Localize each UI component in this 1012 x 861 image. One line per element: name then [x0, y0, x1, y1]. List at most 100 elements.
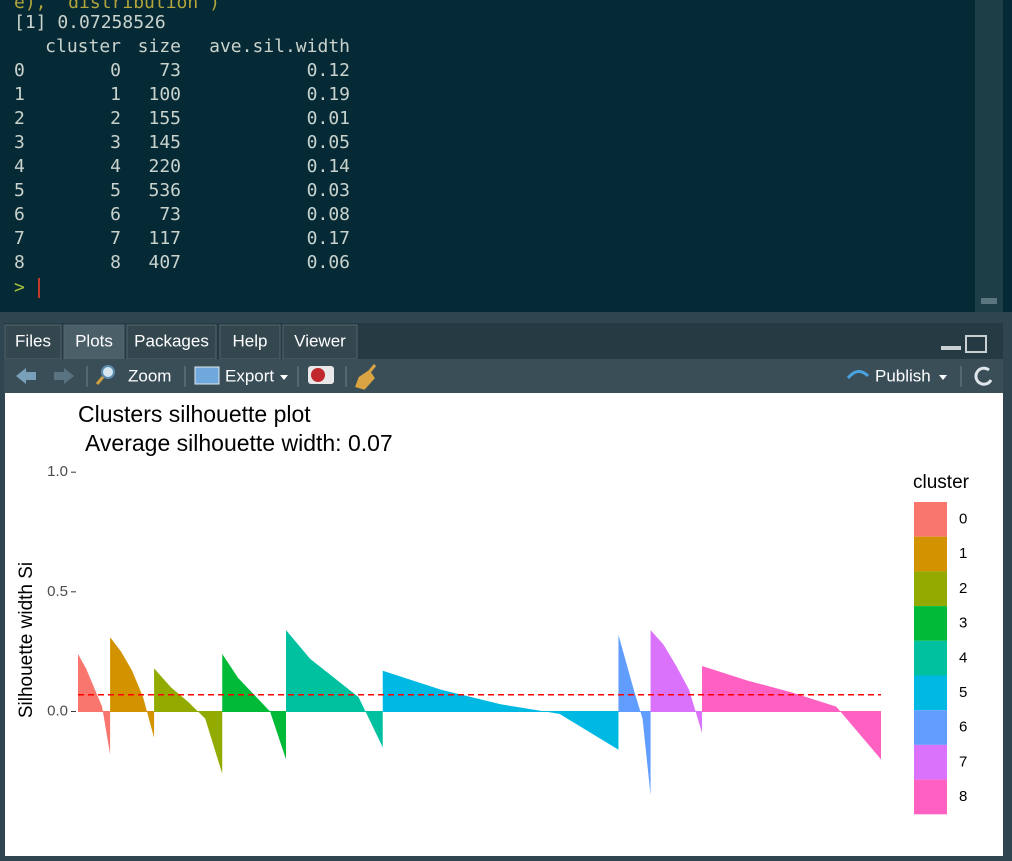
toolbar [4, 359, 1003, 393]
table-cell: 0.06 [307, 252, 350, 273]
tab-label[interactable]: Viewer [294, 331, 346, 350]
table-cell: 407 [148, 252, 181, 273]
chart-subtitle: Average silhouette width: 0.07 [85, 430, 393, 456]
table-cell: 6 [110, 204, 121, 225]
silhouette-area [650, 630, 703, 733]
legend-swatch [914, 710, 947, 745]
publish-icon[interactable] [846, 370, 870, 380]
y-tick-label: 1.0 [47, 463, 68, 480]
table-header: size [138, 36, 181, 57]
legend-label: 7 [959, 753, 967, 770]
table-cell: 0.03 [307, 180, 350, 201]
legend-swatch [914, 779, 947, 815]
console-background [0, 0, 1012, 312]
tab[interactable] [4, 324, 62, 360]
tab[interactable] [63, 324, 125, 360]
table-cell: 0 [110, 60, 121, 81]
silhouette-area [618, 634, 651, 796]
row-name: 2 [14, 108, 25, 129]
table-cell: 3 [110, 132, 121, 153]
legend-swatch [914, 675, 947, 711]
table-cell: 73 [159, 204, 181, 225]
legend-swatch [914, 571, 947, 607]
row-name: 7 [14, 228, 25, 249]
console-prompt[interactable]: > [14, 277, 25, 298]
silhouette-area [78, 654, 111, 755]
console-scrollbar[interactable] [975, 0, 1003, 312]
export-dropdown[interactable] [280, 375, 288, 380]
export-icon[interactable] [194, 366, 220, 385]
silhouette-area [382, 670, 619, 750]
minimize-button[interactable] [941, 346, 961, 350]
silhouette-area [222, 654, 287, 760]
tab[interactable] [126, 324, 217, 360]
legend-label: 6 [959, 719, 967, 736]
tabs: Files Plots Packages Help Viewer [4, 324, 358, 360]
table-cell: 0.19 [307, 84, 350, 105]
legend-title: cluster [913, 472, 970, 493]
clear-plots-icon[interactable] [355, 364, 377, 390]
table-cell: 0.14 [307, 156, 350, 177]
table-header: ave.sil.width [209, 36, 350, 57]
table-cell: 117 [148, 228, 181, 249]
scrollbar-thumb[interactable] [981, 298, 997, 304]
legend-swatch [914, 536, 947, 572]
remove-plot-icon-circle [311, 368, 325, 382]
legend-swatch [914, 502, 947, 537]
legend-label: 8 [959, 788, 967, 805]
back-button[interactable] [16, 368, 36, 384]
table-cell: 4 [110, 156, 121, 177]
y-axis-label: Silhouette width Si [16, 562, 37, 718]
refresh-button[interactable] [974, 366, 993, 386]
row-name: 6 [14, 204, 25, 225]
pane-splitter[interactable] [0, 312, 1012, 322]
tab-label[interactable]: Help [233, 331, 268, 350]
table-cell: 8 [110, 252, 121, 273]
table-cell: 0.08 [307, 204, 350, 225]
chart: 0.0 0.5 1.0 0 1 2 3 4 5 6 7 8 [47, 463, 967, 815]
zoom-icon[interactable] [101, 365, 115, 379]
y-tick-label: 0.0 [47, 702, 68, 719]
table-cell: 7 [110, 228, 121, 249]
row-name: 5 [14, 180, 25, 201]
export-button[interactable]: Export [225, 366, 274, 385]
table-cell: 5 [110, 180, 121, 201]
y-tick-label: 0.5 [47, 583, 68, 600]
table-cell: 0.17 [307, 228, 350, 249]
table-cell: 73 [159, 60, 181, 81]
publish-button[interactable]: Publish [875, 366, 931, 385]
table-cell: 155 [148, 108, 181, 129]
legend-label: 2 [959, 580, 967, 597]
table-cell: 0.05 [307, 132, 350, 153]
tab-label[interactable]: Files [15, 331, 51, 350]
row-name: 4 [14, 156, 25, 177]
forward-button[interactable] [54, 368, 74, 384]
table-cell: 220 [148, 156, 181, 177]
console-partial-line: e), "distribution") [14, 0, 220, 13]
table-cell: 0.01 [307, 108, 350, 129]
tab-label[interactable]: Packages [134, 331, 209, 350]
tab[interactable] [219, 324, 281, 360]
table-cell: 100 [148, 84, 181, 105]
publish-dropdown[interactable] [939, 375, 947, 380]
maximize-button[interactable] [965, 335, 987, 353]
row-name: 8 [14, 252, 25, 273]
table-cell: 145 [148, 132, 181, 153]
legend-label: 0 [959, 510, 967, 527]
legend-label: 4 [959, 649, 967, 666]
chart-title: Clusters silhouette plot [78, 401, 311, 427]
zoom-button[interactable]: Zoom [128, 366, 171, 385]
legend-label: 5 [959, 684, 967, 701]
silhouette-area [286, 630, 383, 748]
silhouette-area [702, 666, 881, 760]
table-cell: 536 [148, 180, 181, 201]
legend-label: 3 [959, 615, 967, 632]
table-header: cluster [45, 36, 121, 57]
zoom-icon-handle [95, 376, 105, 385]
legend-swatch [914, 744, 947, 780]
tab-label[interactable]: Plots [75, 331, 113, 350]
legend-swatch [914, 640, 947, 676]
silhouette-area [110, 637, 155, 738]
